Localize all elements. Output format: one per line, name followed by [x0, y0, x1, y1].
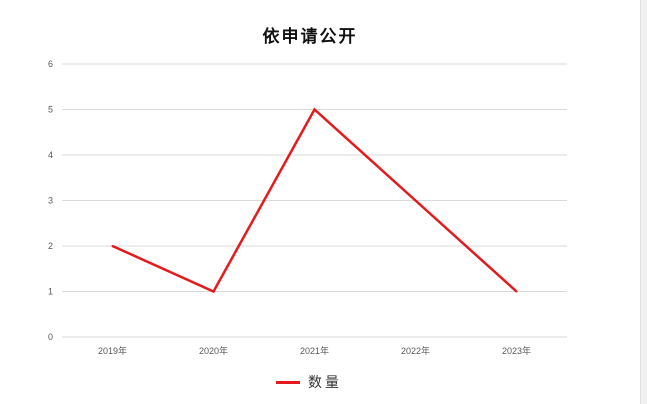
y-tick-label: 6 — [48, 59, 53, 69]
x-tick-label: 2021年 — [300, 345, 329, 356]
legend-swatch — [276, 380, 300, 384]
x-tick-label: 2023年 — [502, 345, 531, 356]
legend: 数量 — [276, 372, 342, 392]
data-point — [515, 290, 518, 293]
data-point — [212, 290, 215, 293]
data-point — [111, 245, 114, 247]
legend-label: 数量 — [308, 375, 342, 391]
y-tick-label: 2 — [48, 241, 53, 251]
y-tick-label: 4 — [48, 150, 53, 160]
y-tick-label: 1 — [48, 287, 53, 297]
data-point — [313, 108, 316, 111]
x-tick-label: 2022年 — [401, 345, 430, 356]
x-tick-label: 2020年 — [199, 345, 228, 356]
y-tick-label: 0 — [48, 332, 53, 342]
y-tick-label: 3 — [48, 196, 53, 206]
data-point — [414, 199, 417, 202]
y-tick-label: 5 — [48, 105, 53, 115]
x-tick-label: 2019年 — [98, 345, 127, 356]
chart-title: 依申请公开 — [262, 27, 358, 47]
scrollbar[interactable] — [640, 0, 647, 404]
